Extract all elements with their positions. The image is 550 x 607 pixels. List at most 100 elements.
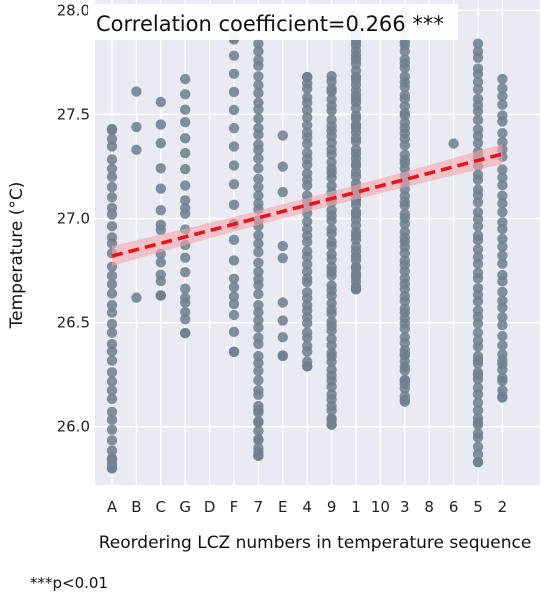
- data-point: [497, 340, 508, 351]
- data-point: [497, 385, 508, 396]
- data-point: [253, 238, 264, 249]
- data-point: [472, 367, 484, 378]
- data-point: [497, 99, 508, 110]
- data-point: [326, 248, 337, 260]
- data-point: [253, 266, 264, 278]
- x-tick-label: 7: [254, 498, 264, 516]
- data-point: [472, 46, 484, 57]
- data-point: [302, 147, 313, 159]
- data-point: [106, 171, 118, 183]
- data-point: [253, 38, 264, 49]
- data-point: [326, 114, 337, 125]
- data-point: [326, 205, 337, 216]
- data-point: [302, 300, 313, 311]
- data-point: [106, 367, 118, 378]
- data-point: [180, 297, 191, 308]
- data-point: [472, 230, 484, 241]
- data-point: [253, 288, 264, 300]
- data-point: [155, 269, 166, 280]
- data-point: [253, 163, 264, 174]
- data-point: [399, 100, 410, 112]
- data-point: [399, 303, 410, 314]
- data-point: [326, 347, 337, 359]
- data-point: [497, 330, 508, 342]
- data-point: [228, 273, 240, 285]
- data-point: [228, 234, 240, 246]
- data-point: [326, 415, 337, 426]
- data-point: [180, 104, 191, 115]
- data-point: [253, 300, 264, 311]
- x-tick-label: 6: [449, 498, 459, 516]
- x-tick-label: 10: [371, 498, 390, 516]
- data-point: [472, 184, 484, 195]
- data-point: [228, 282, 240, 293]
- data-point: [253, 257, 264, 269]
- data-point: [253, 87, 264, 99]
- data-point: [106, 453, 118, 464]
- data-point: [228, 68, 240, 80]
- data-point: [106, 288, 118, 299]
- data-point: [277, 186, 288, 198]
- y-axis-ticks: 26.0 26.5 27.0 27.5 28.0: [57, 1, 90, 435]
- confidence-band: [112, 144, 503, 267]
- data-point: [131, 292, 142, 303]
- data-point: [497, 83, 508, 94]
- data-point: [253, 54, 264, 66]
- data-point: [277, 252, 288, 264]
- data-point: [302, 216, 313, 227]
- data-point: [253, 322, 264, 333]
- data-point: [253, 113, 264, 124]
- data-point: [253, 385, 264, 396]
- data-point: [155, 138, 166, 149]
- data-point: [106, 414, 118, 426]
- data-point: [155, 96, 166, 108]
- data-point: [302, 327, 313, 338]
- footnote: ***p<0.01: [30, 574, 108, 592]
- data-point: [350, 144, 362, 155]
- data-point: [106, 463, 118, 474]
- data-point: [228, 160, 240, 171]
- data-point: [399, 226, 410, 238]
- data-point: [472, 327, 484, 338]
- data-point: [472, 221, 484, 232]
- data-point: [106, 221, 118, 232]
- data-point: [302, 287, 313, 298]
- data-point: [155, 257, 166, 268]
- data-point: [497, 295, 508, 306]
- data-point: [497, 73, 508, 85]
- data-point: [106, 307, 118, 318]
- title-background: [88, 4, 458, 40]
- data-point: [155, 119, 166, 130]
- data-point: [302, 105, 313, 116]
- data-point: [326, 333, 337, 345]
- data-point: [228, 255, 240, 266]
- data-point: [326, 316, 337, 327]
- data-point: [350, 206, 362, 218]
- data-point: [106, 385, 118, 396]
- data-point: [472, 93, 484, 105]
- data-point: [326, 70, 337, 82]
- data-point: [253, 400, 264, 412]
- data-point: [326, 83, 337, 95]
- data-point: [497, 164, 508, 175]
- data-point: [497, 286, 508, 298]
- data-point: [472, 63, 484, 74]
- data-point: [302, 127, 313, 138]
- data-point: [472, 169, 484, 180]
- data-point: [277, 161, 288, 172]
- data-point: [399, 291, 410, 302]
- x-tick-label: C: [156, 498, 166, 516]
- data-point: [472, 282, 484, 294]
- data-point: [277, 297, 288, 308]
- data-point: [253, 416, 264, 427]
- y-tick-label: 27.0: [57, 210, 90, 228]
- x-tick-label: A: [107, 498, 118, 516]
- data-point: [472, 305, 484, 316]
- x-tick-label: F: [230, 498, 239, 516]
- data-point: [472, 335, 484, 346]
- data-point: [253, 315, 264, 326]
- data-point: [253, 246, 264, 258]
- data-point: [497, 349, 508, 360]
- data-point: [106, 435, 118, 446]
